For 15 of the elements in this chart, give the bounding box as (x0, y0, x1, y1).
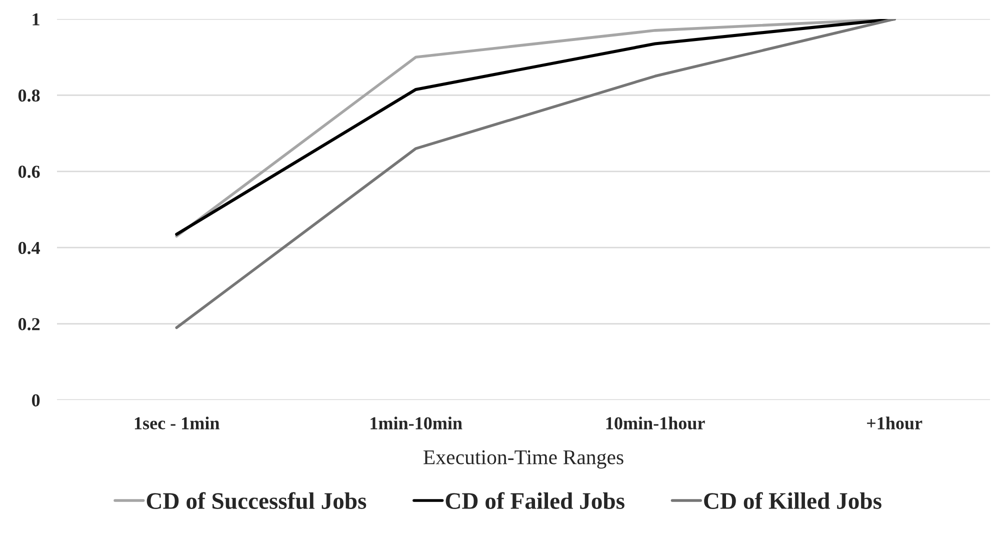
y-tick-label: 0.4 (18, 242, 40, 254)
y-tick-label: 0 (32, 394, 40, 406)
x-axis-title: Execution-Time Ranges (424, 450, 624, 469)
legend-label: CD of Successful Jobs (146, 492, 366, 510)
y-tick-label: 0.2 (18, 318, 40, 330)
legend-label: CD of Killed Jobs (704, 492, 882, 509)
x-tick-label: +1hour (867, 416, 922, 430)
y-tick-label: 1 (32, 13, 40, 26)
line-series (175, 19, 896, 329)
legend-label: CD of Failed Jobs (446, 492, 624, 509)
x-tick-label: 1min-10min (370, 416, 462, 430)
y-tick-label: 0.6 (18, 166, 40, 178)
x-tick-label: 10min-1hour (606, 416, 705, 430)
y-tick-label: 0.8 (18, 89, 40, 102)
x-tick-label: 1sec - 1min (134, 416, 220, 430)
